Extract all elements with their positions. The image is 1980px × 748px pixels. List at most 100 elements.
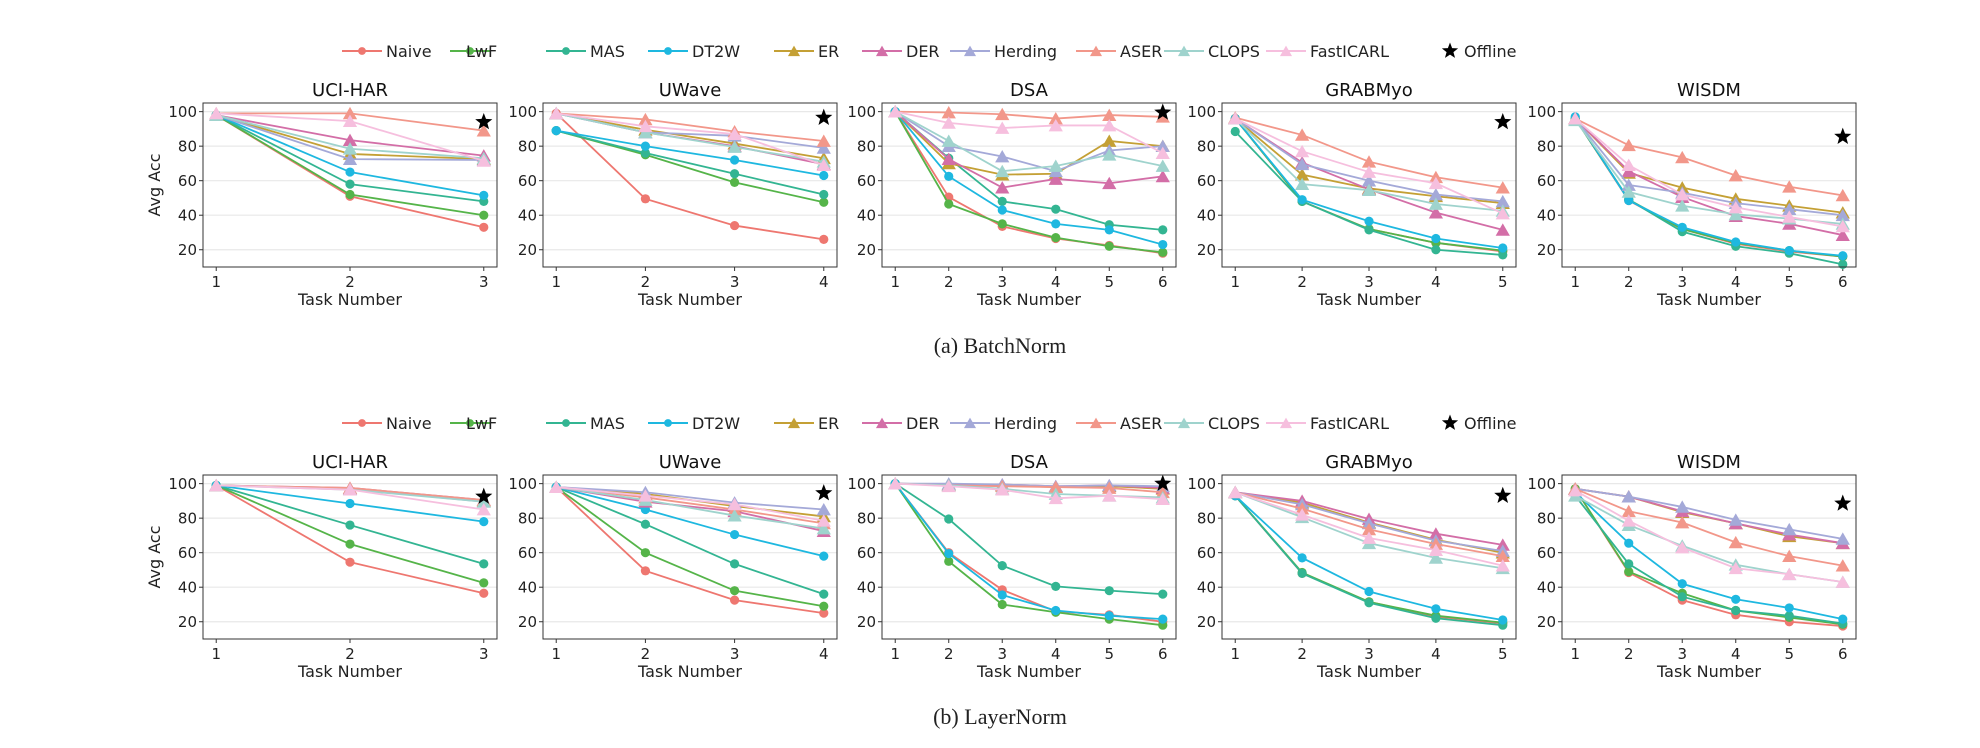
x-tick-label: 3 <box>479 645 489 663</box>
subplot-layernorm-uwave: 20 40 60 80 100 1 2 3 4 UWave Task Number <box>508 452 838 681</box>
x-tick-label: 3 <box>1677 645 1687 663</box>
data-point <box>1495 194 1510 208</box>
y-tick-label: 20 <box>857 613 876 631</box>
legend-label: Offline <box>1464 42 1517 61</box>
x-axis-label: Task Number <box>1316 662 1421 681</box>
legend-item-offline: Offline <box>1441 42 1517 61</box>
data-point <box>1495 559 1510 572</box>
data-point <box>1155 169 1170 183</box>
y-tick-label: 20 <box>1537 241 1556 259</box>
series-herding <box>1568 482 1850 545</box>
data-point <box>1782 210 1797 223</box>
series-fasticarl <box>209 478 491 516</box>
series-line <box>894 110 1163 176</box>
series-line <box>895 482 1163 488</box>
data-point <box>1297 568 1307 579</box>
y-tick-label: 40 <box>518 579 537 597</box>
x-tick-label: 1 <box>1230 645 1240 663</box>
series-line <box>556 112 824 160</box>
data-point <box>1428 527 1444 540</box>
data-point <box>1364 598 1374 608</box>
data-point <box>345 520 355 530</box>
series-mas <box>1230 491 1508 630</box>
data-point <box>638 112 653 126</box>
legend-label: CLOPS <box>1208 42 1260 61</box>
legend-item-er: ER <box>774 42 839 61</box>
y-tick-label: 40 <box>1537 207 1556 225</box>
y-tick-label: 40 <box>1197 207 1216 225</box>
y-axis-label: Avg Acc <box>145 154 164 217</box>
data-point <box>1621 158 1636 172</box>
data-point <box>995 181 1010 194</box>
data-point <box>1428 206 1444 219</box>
axes-frame <box>1221 102 1517 268</box>
data-point <box>1784 246 1794 256</box>
data-point <box>209 478 224 492</box>
y-tick-label: 100 <box>508 103 537 121</box>
data-point <box>1835 208 1850 222</box>
data-point <box>1568 484 1583 497</box>
data-point <box>1158 247 1168 257</box>
x-tick-label: 1 <box>211 273 221 291</box>
x-tick-label: 1 <box>1570 273 1580 291</box>
y-tick-label: 60 <box>1537 172 1556 190</box>
data-point <box>816 141 831 154</box>
data-point <box>1102 176 1117 190</box>
data-point <box>944 556 954 566</box>
data-point <box>819 608 829 618</box>
data-point <box>345 539 355 549</box>
legend-item-clops: CLOPS <box>1164 414 1260 433</box>
x-tick-label: 2 <box>944 645 954 663</box>
series-fasticarl <box>549 106 831 172</box>
data-point <box>479 190 489 200</box>
series-aser <box>888 105 1170 125</box>
y-tick-label: 100 <box>168 103 197 121</box>
y-axis-label: Avg Acc <box>145 526 164 589</box>
data-point <box>1051 233 1061 243</box>
data-point <box>997 205 1007 215</box>
data-point <box>1294 508 1310 521</box>
data-point <box>1104 611 1114 621</box>
series-er <box>1568 112 1850 219</box>
subplot-title: WISDM <box>1677 452 1741 473</box>
data-point <box>941 105 956 119</box>
data-point <box>342 106 358 120</box>
legend-label: ASER <box>1120 414 1162 433</box>
series-fasticarl <box>1568 112 1850 233</box>
subplot-batchnorm-wisdm: 20 40 60 80 100 1 2 3 4 5 6 WISDM Task Number <box>1527 80 1857 309</box>
data-point <box>1731 237 1741 247</box>
subplot-title: DSA <box>1010 452 1049 473</box>
x-tick-label: 3 <box>479 273 489 291</box>
data-point <box>1675 187 1690 201</box>
data-point <box>345 189 355 200</box>
data-point <box>1104 241 1114 251</box>
axes-frame <box>202 474 498 640</box>
x-tick-label: 4 <box>1731 273 1741 291</box>
legend: Naive LwF MAS DT2W ER DER Herding ASER CLOPS Fast… <box>342 414 1517 433</box>
data-point <box>1297 195 1307 205</box>
data-point <box>1835 188 1850 202</box>
y-tick-label: 20 <box>1197 613 1216 631</box>
data-point <box>1728 513 1743 526</box>
x-tick-label: 4 <box>1731 645 1741 663</box>
series-line <box>1575 487 1843 540</box>
data-point <box>1364 216 1374 226</box>
axes-frame <box>1561 474 1857 640</box>
x-tick-label: 3 <box>1364 273 1374 291</box>
data-point <box>941 152 956 165</box>
data-point <box>1155 110 1170 123</box>
data-point <box>727 497 742 511</box>
subplot-batchnorm-uwave: 20 40 60 80 100 1 2 3 4 UWave Task Number <box>508 80 838 309</box>
legend: Naive LwF MAS DT2W ER DER Herding ASER CLOPS Fast… <box>342 42 1517 61</box>
y-tick-label: 100 <box>168 475 197 493</box>
data-point <box>1835 228 1850 241</box>
legend-label: Naive <box>386 414 432 433</box>
data-point <box>345 557 355 567</box>
data-point <box>1158 225 1168 235</box>
x-tick-label: 2 <box>1624 273 1634 291</box>
data-point <box>1495 549 1510 563</box>
series-line <box>894 110 1163 231</box>
series-fasticarl <box>1228 112 1510 220</box>
x-tick-label: 5 <box>1104 645 1114 663</box>
